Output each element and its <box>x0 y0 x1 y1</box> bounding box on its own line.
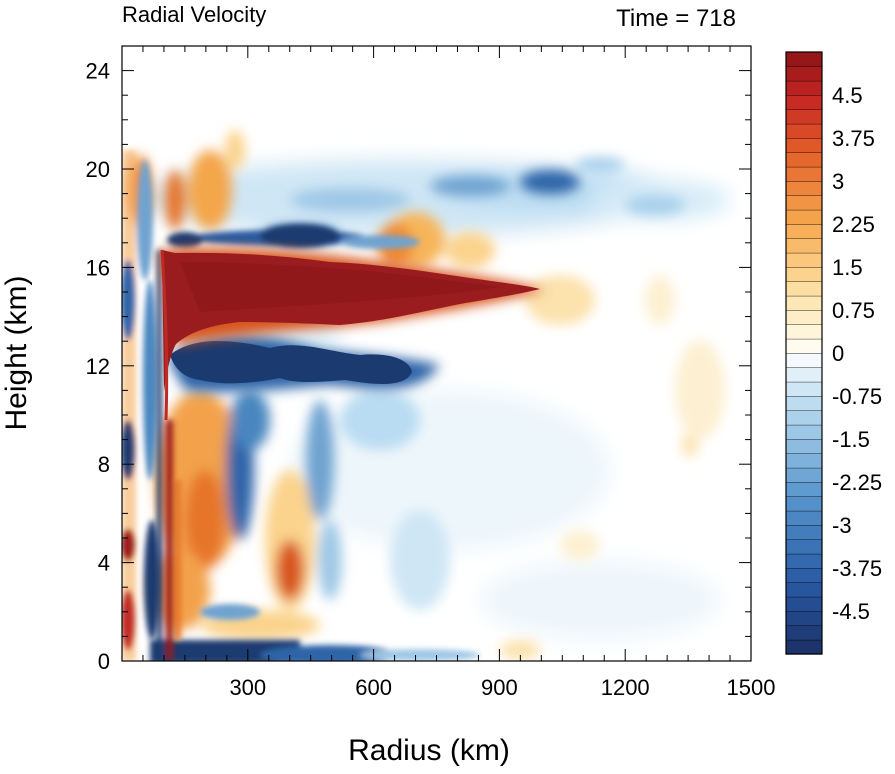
colorbar-bin <box>785 309 823 325</box>
colorbar-bin <box>785 395 823 411</box>
colorbar-bin <box>785 166 823 182</box>
y-tick-label: 24 <box>86 59 110 84</box>
y-tick-label: 16 <box>86 255 110 280</box>
colorbar-tick-label: -0.75 <box>832 384 882 409</box>
colorbar-bin <box>785 596 823 612</box>
y-tick-label: 20 <box>86 157 110 182</box>
colorbar-bin <box>785 281 823 297</box>
colorbar-tick-label: 0 <box>832 341 844 366</box>
colorbar-bin <box>785 381 823 397</box>
y-axis-label: Height (km) <box>0 275 33 430</box>
colorbar-bin <box>785 238 823 254</box>
colorbar-bin <box>785 266 823 282</box>
colorbar-bin <box>785 80 823 96</box>
colorbar-tick-label: -3.75 <box>832 556 882 581</box>
x-tick-label: 300 <box>229 675 266 700</box>
colorbar-bin <box>785 625 823 641</box>
colorbar-tick-label: 2.25 <box>832 212 875 237</box>
colorbar-tick-label: -4.5 <box>832 599 870 624</box>
colorbar-tick-label: 3.75 <box>832 126 875 151</box>
x-tick-label: 1200 <box>601 675 650 700</box>
colorbar-bin <box>785 295 823 311</box>
colorbar-bin <box>785 639 823 655</box>
colorbar: 4.5 3.75 3 2.25 1.5 0.75 0 -0.75 -1.5 -2.25 -3 -3.7… <box>785 51 882 655</box>
colorbar-bin <box>785 195 823 211</box>
y-axis: 0 4 8 12 16 20 24 <box>86 45 751 674</box>
colorbar-bin <box>785 338 823 354</box>
colorbar-tick-label: -3 <box>832 513 852 538</box>
colorbar-bin <box>785 51 823 67</box>
x-tick-label: 1500 <box>727 675 776 700</box>
colorbar-tick-label: 1.5 <box>832 255 863 280</box>
colorbar-bin <box>785 496 823 512</box>
chart-subtitle: Time = 718 <box>616 5 736 32</box>
x-tick-label: 900 <box>481 675 518 700</box>
colorbar-bin <box>785 367 823 383</box>
heatmap-field <box>122 130 730 661</box>
colorbar-tick-label: -2.25 <box>832 470 882 495</box>
y-tick-label: 8 <box>98 452 110 477</box>
colorbar-bin <box>785 553 823 569</box>
colorbar-bin <box>785 252 823 268</box>
colorbar-bin <box>785 481 823 497</box>
colorbar-tick-label: 4.5 <box>832 83 863 108</box>
colorbar-bin <box>785 180 823 196</box>
y-tick-label: 4 <box>98 551 110 576</box>
colorbar-frame <box>785 51 823 655</box>
colorbar-bin <box>785 94 823 110</box>
chart-title: Radial Velocity <box>122 2 266 27</box>
colorbar-bin <box>785 424 823 440</box>
colorbar-tick-label: -1.5 <box>832 427 870 452</box>
colorbar-bin <box>785 137 823 153</box>
colorbar-bin <box>785 352 823 368</box>
colorbar-bin <box>785 109 823 125</box>
colorbar-bin <box>785 610 823 626</box>
colorbar-bin <box>785 567 823 583</box>
colorbar-bin <box>785 410 823 426</box>
x-axis: 300 600 900 1200 1500 <box>121 46 776 700</box>
colorbar-tick-label: 3 <box>832 169 844 194</box>
y-tick-label: 12 <box>86 354 110 379</box>
x-tick-label: 600 <box>355 675 392 700</box>
colorbar-bin <box>785 209 823 225</box>
y-tick-label: 0 <box>98 649 110 674</box>
colorbar-tick-label: 0.75 <box>832 298 875 323</box>
colorbar-bin <box>785 152 823 168</box>
colorbar-bin <box>785 223 823 239</box>
colorbar-bin <box>785 582 823 598</box>
colorbar-bin <box>785 453 823 469</box>
colorbar-bin <box>785 123 823 139</box>
x-axis-label: Radius (km) <box>348 734 510 767</box>
colorbar-bin <box>785 467 823 483</box>
colorbar-bin <box>785 510 823 526</box>
colorbar-bin <box>785 539 823 555</box>
colorbar-bin <box>785 66 823 82</box>
colorbar-bin <box>785 438 823 454</box>
colorbar-bin <box>785 324 823 340</box>
colorbar-bin <box>785 524 823 540</box>
